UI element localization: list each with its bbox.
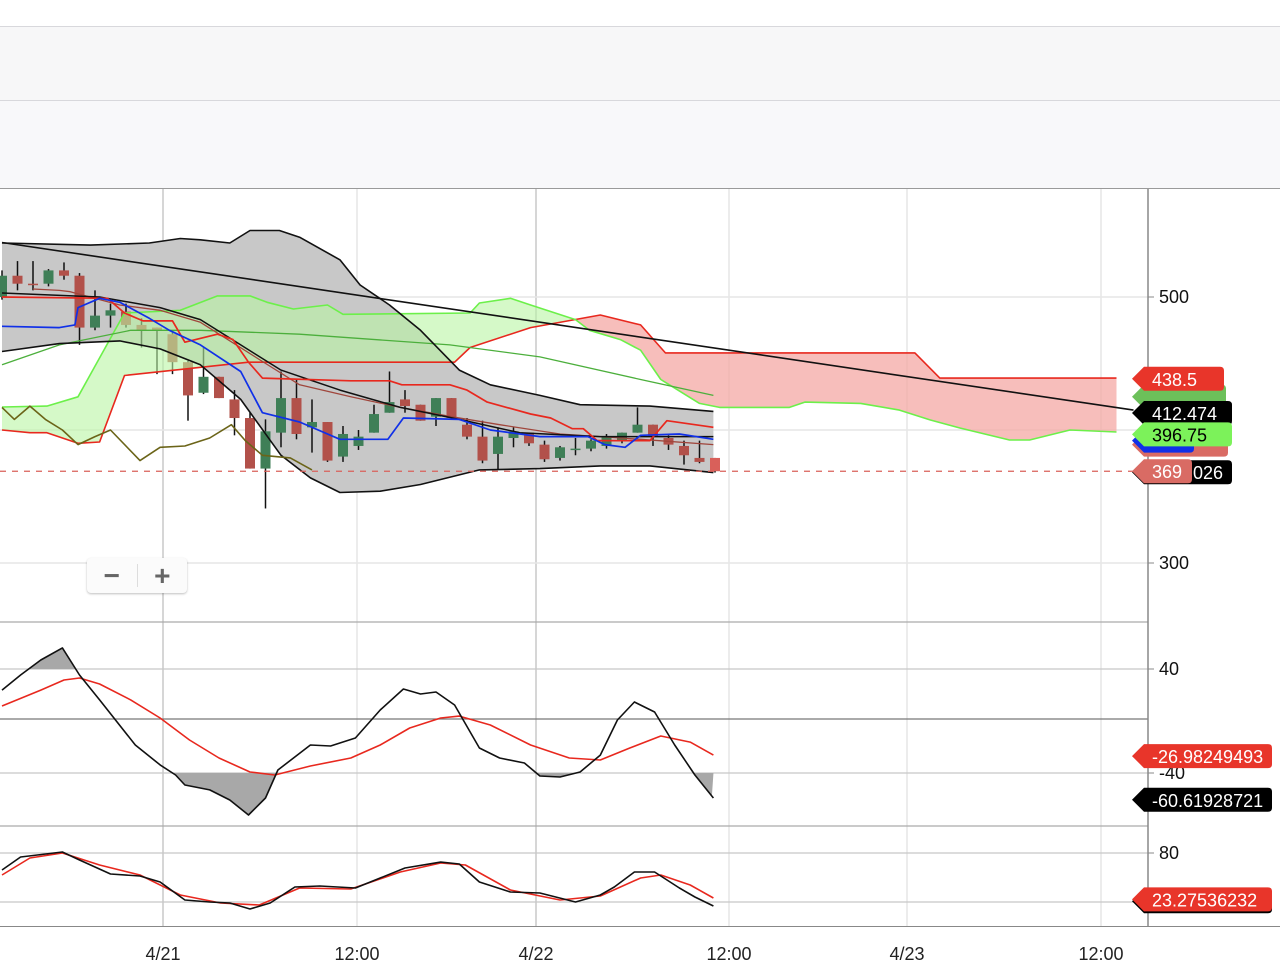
top-bar — [0, 0, 1280, 27]
candle — [198, 376, 209, 393]
macd-value-tag-text: -60.61928721 — [1152, 791, 1263, 811]
candle — [508, 431, 519, 438]
candle — [648, 424, 658, 437]
candle — [260, 431, 271, 469]
candle — [183, 362, 193, 396]
stoch-value-tag — [1132, 887, 1272, 912]
time-tick-label: 12:00 — [1078, 944, 1123, 962]
candle — [338, 433, 348, 457]
bollinger-lower-line — [1, 340, 714, 494]
candle — [694, 457, 705, 462]
chikou-span-line — [1, 405, 313, 471]
senkou-span-b-line — [1, 314, 1117, 445]
candle — [28, 283, 38, 286]
bollinger-upper-line — [1, 229, 714, 413]
candle — [214, 376, 224, 399]
candle — [59, 270, 69, 276]
zoom-controls: − + — [87, 558, 187, 593]
price-tag-text: 412.474 — [1152, 404, 1217, 424]
price-tag-text: 369 — [1152, 462, 1182, 482]
candle — [229, 399, 240, 419]
candle — [307, 422, 317, 428]
candle — [74, 275, 85, 328]
candle — [586, 440, 596, 449]
time-tick-label: 12:00 — [334, 944, 379, 962]
candle — [570, 448, 581, 451]
macd-value-tag-text: -26.98249493 — [1152, 747, 1263, 767]
candle — [322, 422, 333, 461]
macd-value-tag — [1132, 787, 1272, 812]
time-tick-label: 4/21 — [145, 944, 180, 962]
candle — [524, 432, 534, 444]
price-plot — [0, 229, 1134, 509]
hidden-tag-text: 026 — [1193, 463, 1223, 483]
divider — [136, 564, 138, 587]
time-tick-label: 12:00 — [706, 944, 751, 962]
candle — [400, 399, 410, 407]
candle — [353, 436, 364, 446]
long-moving-average-line — [1, 329, 714, 397]
macd-value-tag — [1132, 744, 1272, 769]
price-tag — [1132, 459, 1192, 484]
candle — [415, 404, 426, 421]
candle — [493, 436, 503, 454]
secondary-toolbar — [0, 101, 1280, 189]
price-tag — [1132, 366, 1224, 391]
candle — [90, 315, 100, 328]
candle — [276, 398, 286, 433]
price-tick-label: 300 — [1159, 553, 1189, 573]
toolbar — [0, 27, 1280, 101]
time-tick-label: 4/23 — [889, 944, 924, 962]
candle — [539, 444, 550, 460]
macd-line — [1, 647, 715, 816]
macd-signal-line — [1, 677, 714, 776]
candle — [384, 402, 395, 413]
candle — [12, 275, 23, 284]
macd-overbought-fill — [2, 647, 714, 669]
candle — [477, 436, 488, 461]
candle — [245, 418, 255, 469]
price-tag — [1132, 422, 1232, 447]
candle — [462, 424, 472, 437]
candle — [291, 398, 302, 434]
stoch-k-line — [1, 851, 714, 910]
time-tick-label: 4/22 — [518, 944, 553, 962]
candle — [555, 447, 565, 458]
price-tag-text: 438.5 — [1152, 370, 1197, 390]
candle — [710, 457, 720, 472]
candle — [105, 310, 116, 316]
price-tag — [1132, 400, 1232, 425]
senkou-span-a-line — [1, 295, 1117, 441]
candle — [431, 398, 441, 417]
candle — [0, 275, 7, 297]
candle — [679, 445, 689, 456]
price-tick-label: 500 — [1159, 287, 1189, 307]
candle — [43, 270, 54, 284]
cloud-bullish-fill — [2, 295, 1117, 444]
candle — [369, 414, 379, 433]
candle — [446, 398, 457, 419]
stoch-tick-label: 80 — [1159, 843, 1179, 863]
tenkan-sen-line — [1, 297, 714, 449]
zoom-out-button[interactable]: − — [103, 559, 120, 591]
trend-line — [1, 241, 1134, 411]
price-tag-text: 396.75 — [1152, 425, 1207, 445]
kijun-sen-line — [1, 296, 714, 442]
macd-tick-label: 40 — [1159, 659, 1179, 679]
candle — [632, 424, 643, 433]
zoom-in-button[interactable]: + — [154, 559, 171, 591]
stoch-value-tag-text: 23.27536232 — [1152, 890, 1257, 910]
